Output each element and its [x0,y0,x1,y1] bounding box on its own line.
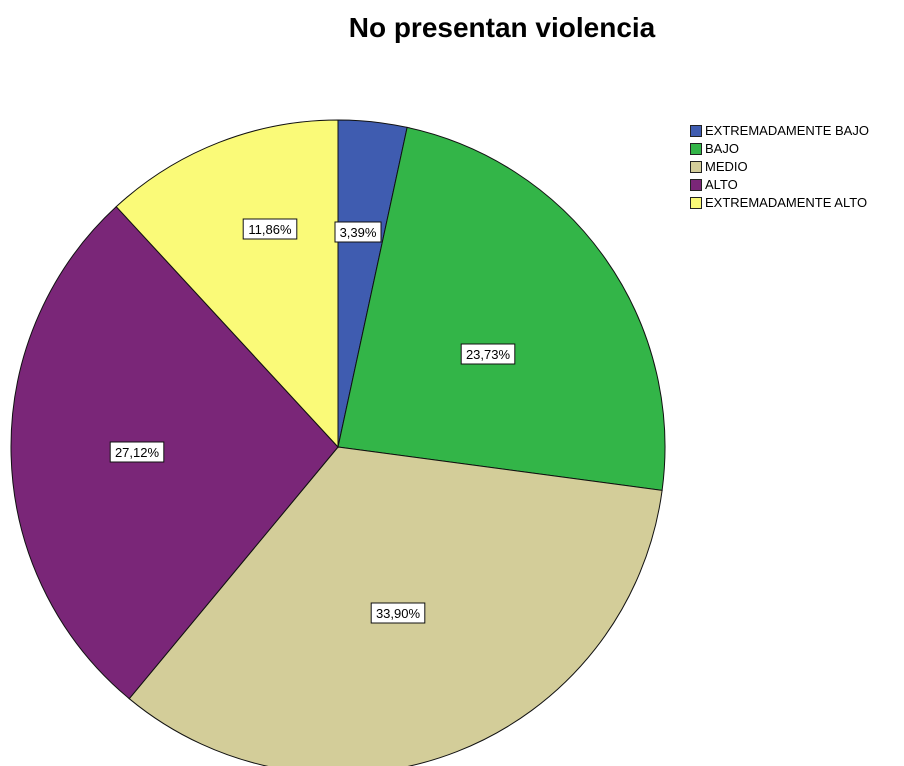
legend-item: EXTREMADAMENTE ALTO [690,194,869,212]
pie-data-labels: 3,39% 23,73% 33,90% 27,12% 11,86% [109,218,516,624]
data-label-box [460,343,516,365]
legend-swatch [690,125,702,137]
data-label-box [242,218,298,240]
legend-label: EXTREMADAMENTE ALTO [705,195,868,210]
data-label: 27,12% [115,445,160,460]
data-label-box [109,441,165,463]
legend-label: EXTREMADAMENTE BAJO [705,123,869,138]
legend-item: BAJO [690,140,869,158]
legend-swatch [690,161,702,173]
pie-slice-bajo [337,126,666,491]
legend-item: MEDIO [690,158,869,176]
legend-label: MEDIO [705,159,748,174]
pie-slices [10,119,666,766]
legend: EXTREMADAMENTE BAJO BAJO MEDIO ALTO EXTREMAD… [690,122,869,212]
data-label-box [334,221,382,243]
data-label: 33,90% [376,606,421,621]
data-label: 11,86% [248,222,292,237]
legend-label: BAJO [705,141,739,156]
legend-label: ALTO [705,177,738,192]
legend-swatch [690,197,702,209]
pie-slice-extremadamente-alto [115,119,339,449]
data-label-box [370,602,426,624]
data-label: 23,73% [466,347,511,362]
legend-item: ALTO [690,176,869,194]
legend-item: EXTREMADAMENTE BAJO [690,122,869,140]
legend-swatch [690,143,702,155]
legend-swatch [690,179,702,191]
pie-slice-alto [10,205,339,700]
data-label: 3,39% [340,225,377,240]
chart-title: No presentan violencia [348,12,656,43]
